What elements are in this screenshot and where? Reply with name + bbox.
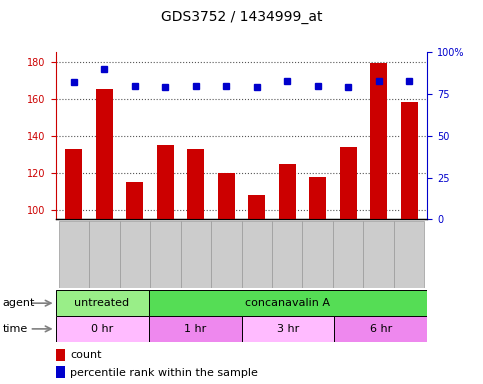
Bar	[272, 221, 302, 288]
Bar	[56, 366, 65, 379]
Bar	[394, 221, 425, 288]
Bar	[333, 221, 363, 288]
Bar	[340, 147, 356, 219]
Bar	[363, 221, 394, 288]
FancyBboxPatch shape	[149, 290, 427, 316]
Bar	[96, 89, 113, 219]
Text: agent: agent	[2, 298, 35, 308]
Text: 6 hr: 6 hr	[370, 324, 392, 334]
Bar	[309, 177, 326, 219]
Text: time: time	[2, 324, 28, 334]
Bar	[127, 182, 143, 219]
Bar	[56, 349, 65, 361]
Bar	[150, 221, 181, 288]
Bar	[218, 173, 235, 219]
Bar	[370, 63, 387, 219]
Bar	[66, 149, 82, 219]
Bar	[302, 221, 333, 288]
Bar	[279, 164, 296, 219]
Bar	[187, 149, 204, 219]
Bar	[89, 221, 120, 288]
Text: GDS3752 / 1434999_at: GDS3752 / 1434999_at	[161, 10, 322, 23]
Bar	[157, 145, 174, 219]
Bar	[242, 221, 272, 288]
Text: count: count	[71, 350, 102, 360]
Bar	[58, 221, 89, 288]
Text: percentile rank within the sample: percentile rank within the sample	[71, 367, 258, 377]
Bar	[120, 221, 150, 288]
Bar	[211, 221, 242, 288]
FancyBboxPatch shape	[334, 316, 427, 342]
Text: 1 hr: 1 hr	[184, 324, 206, 334]
Bar	[248, 195, 265, 219]
FancyBboxPatch shape	[149, 316, 242, 342]
Text: 3 hr: 3 hr	[277, 324, 299, 334]
Text: 0 hr: 0 hr	[91, 324, 113, 334]
Bar	[181, 221, 211, 288]
FancyBboxPatch shape	[56, 290, 149, 316]
FancyBboxPatch shape	[56, 316, 149, 342]
FancyBboxPatch shape	[242, 316, 334, 342]
Bar	[401, 103, 417, 219]
Text: concanavalin A: concanavalin A	[245, 298, 330, 308]
Text: untreated: untreated	[74, 298, 129, 308]
